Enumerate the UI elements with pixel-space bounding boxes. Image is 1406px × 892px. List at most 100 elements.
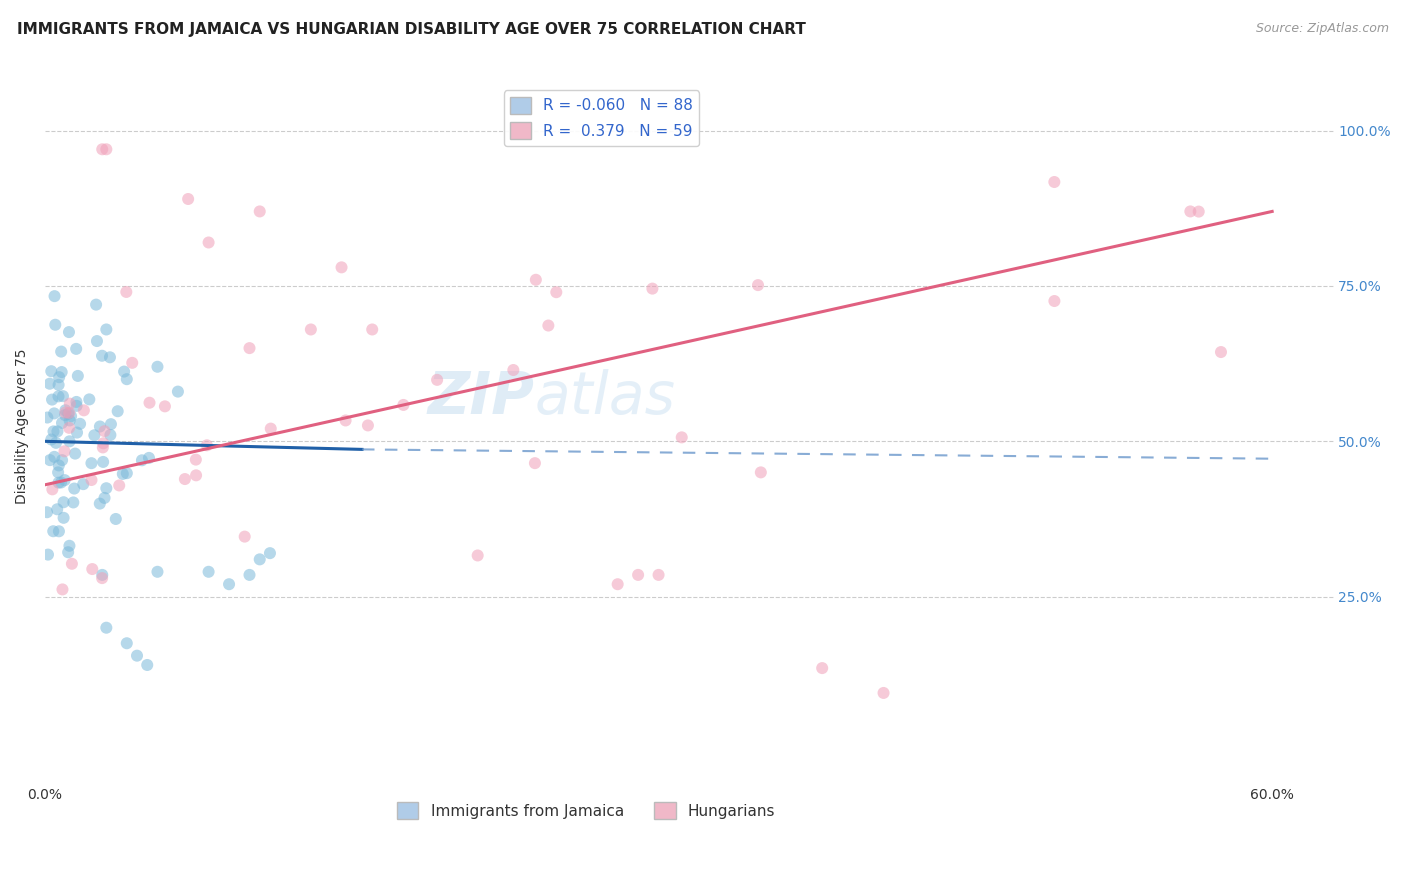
Point (93, 491, 115, 505)
Point (80, 473, 103, 487)
Point (58, 539, 80, 553)
Point (45, 435, 67, 450)
Point (39, 364, 62, 378)
Point (96, 142, 118, 156)
Point (59, 397, 82, 411)
Point (86, 334, 108, 348)
Point (79, 392, 101, 407)
Point (96, 322, 118, 336)
Point (35, 505, 58, 519)
Point (647, 568, 669, 582)
Point (44, 318, 66, 332)
Point (606, 577, 628, 591)
Point (39, 453, 62, 467)
Point (1180, 204, 1202, 219)
Point (195, 438, 218, 452)
Point (52, 389, 75, 403)
Point (91, 436, 114, 450)
Point (330, 260, 353, 275)
Point (44, 406, 66, 420)
Point (392, 398, 415, 412)
Point (136, 658, 159, 673)
Point (524, 273, 547, 287)
Point (46, 502, 69, 516)
Point (184, 452, 207, 467)
Point (51, 344, 73, 359)
Point (146, 359, 169, 374)
Point (96, 481, 118, 495)
Point (58, 434, 80, 449)
Point (146, 565, 169, 579)
Point (335, 413, 357, 427)
Point (138, 395, 160, 409)
Point (73, 403, 96, 417)
Point (467, 549, 489, 563)
Point (811, 661, 834, 675)
Point (98, 351, 121, 365)
Point (537, 318, 560, 333)
Point (641, 282, 664, 296)
Point (58, 421, 80, 435)
Point (747, 278, 769, 293)
Point (153, 400, 176, 414)
Point (107, 404, 129, 418)
Point (49, 475, 72, 490)
Point (52, 511, 75, 525)
Point (51, 365, 73, 379)
Point (37, 548, 59, 562)
Point (46, 425, 69, 439)
Point (58, 406, 80, 420)
Point (96, 621, 118, 635)
Point (426, 373, 449, 387)
Point (125, 648, 148, 663)
Point (48, 377, 70, 392)
Point (115, 636, 138, 650)
Point (48, 524, 70, 539)
Point (56, 545, 79, 559)
Point (80, 456, 103, 470)
Point (91, 349, 114, 363)
Point (184, 468, 207, 483)
Point (177, 192, 200, 206)
Point (91, 455, 114, 469)
Point (115, 372, 138, 386)
Point (51, 416, 73, 430)
Point (84, 298, 107, 312)
Point (100, 428, 122, 442)
Point (197, 565, 219, 579)
Point (91, 142, 114, 156)
Text: ZIP: ZIP (427, 368, 534, 425)
Point (65, 399, 87, 413)
Point (627, 568, 650, 582)
Point (197, 235, 219, 250)
Point (55, 406, 77, 420)
Point (51, 453, 73, 467)
Point (361, 322, 384, 336)
Point (48, 475, 70, 490)
Text: atlas: atlas (534, 368, 676, 425)
Point (66, 368, 89, 383)
Point (249, 204, 271, 219)
Point (42, 425, 65, 439)
Point (53, 444, 76, 458)
Point (44, 450, 66, 464)
Point (89, 419, 111, 434)
Point (59, 413, 82, 427)
Point (238, 568, 260, 582)
Point (60, 557, 83, 571)
Point (138, 450, 160, 465)
Point (55, 403, 77, 417)
Point (104, 512, 127, 526)
Point (233, 530, 256, 544)
Point (131, 453, 153, 467)
Point (111, 467, 134, 481)
Point (38, 376, 60, 391)
Point (46, 466, 69, 480)
Legend: Immigrants from Jamaica, Hungarians: Immigrants from Jamaica, Hungarians (391, 796, 782, 825)
Point (112, 365, 135, 379)
Point (37, 410, 59, 425)
Point (48, 458, 70, 473)
Point (502, 363, 524, 377)
Point (249, 552, 271, 566)
Point (66, 425, 89, 440)
